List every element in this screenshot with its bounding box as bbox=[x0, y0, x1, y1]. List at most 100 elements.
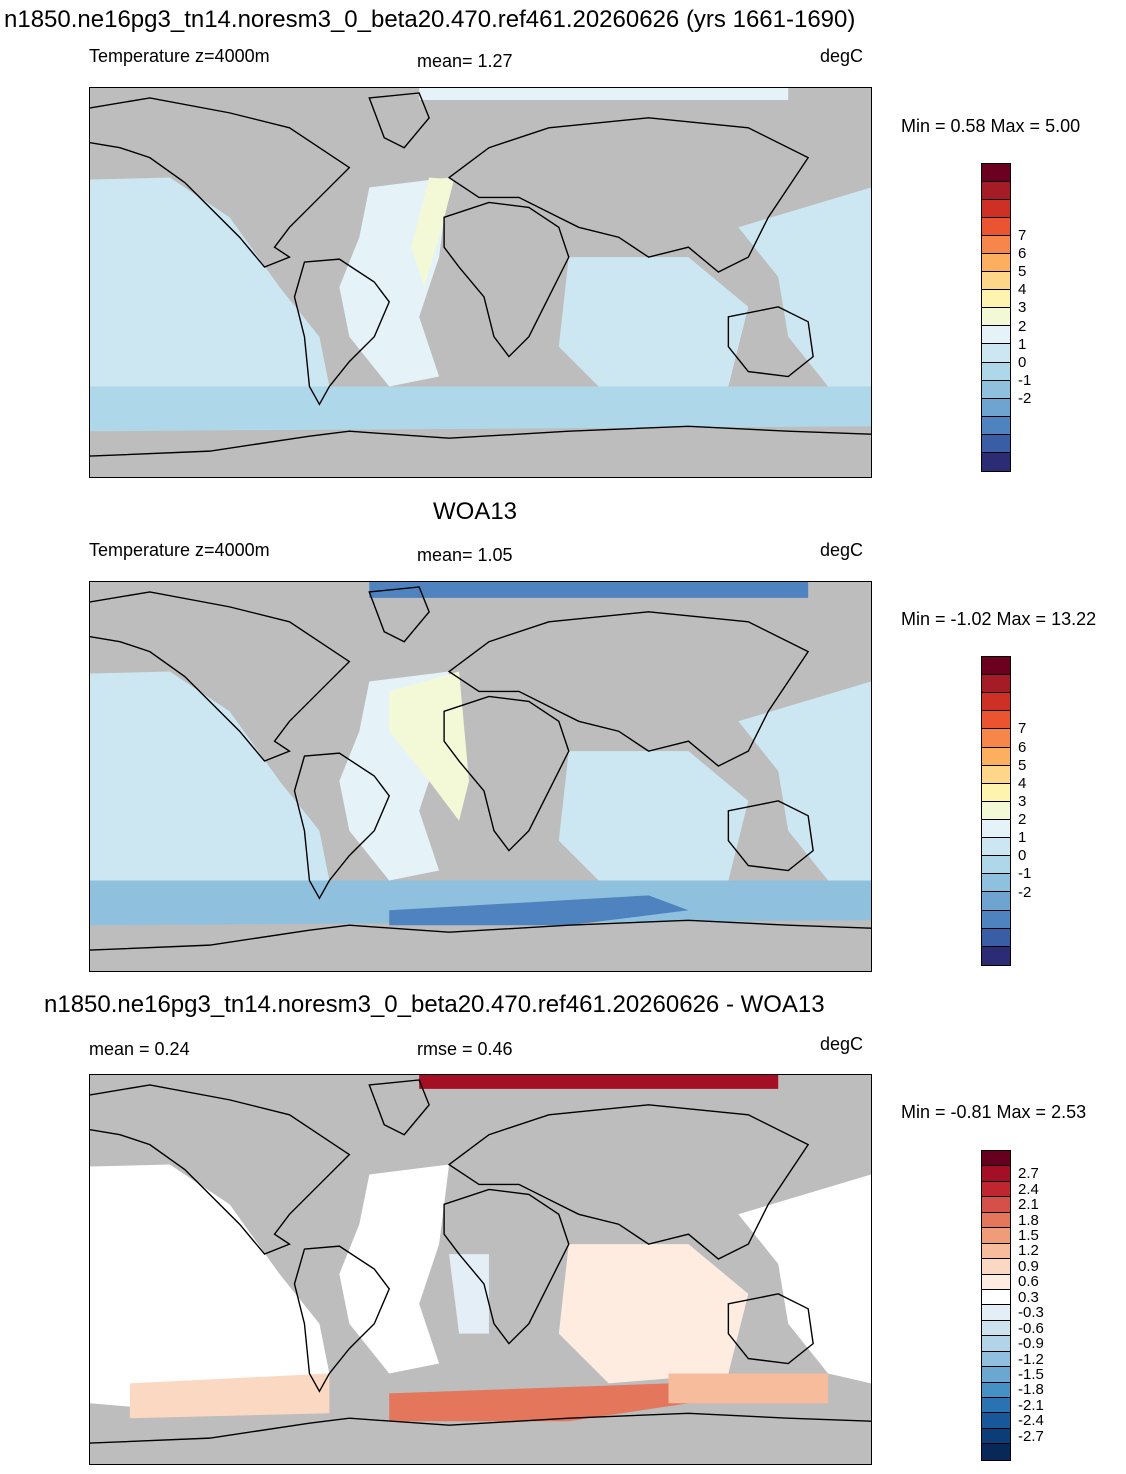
colorbar-swatch bbox=[982, 344, 1010, 363]
colorbar-swatch bbox=[982, 765, 1010, 784]
colorbar-tick-label: 0.6 bbox=[1018, 1273, 1039, 1291]
colorbar-swatch bbox=[982, 946, 1010, 965]
panel3-map bbox=[89, 1074, 872, 1465]
ocean-arctic bbox=[419, 88, 789, 100]
colorbar-swatch bbox=[982, 1181, 1010, 1198]
colorbar-swatch bbox=[982, 693, 1010, 712]
panel3-units-label: degC bbox=[820, 1034, 864, 1054]
colorbar-swatch bbox=[982, 928, 1010, 947]
colorbar-swatch bbox=[982, 1382, 1010, 1398]
colorbar-tick-label: -0.9 bbox=[1018, 1335, 1044, 1353]
ocean-atlantic-ridge bbox=[411, 177, 455, 287]
colorbar-tick-label: 5 bbox=[1018, 756, 1027, 774]
panel3-rmse-label: rmse = 0.46 bbox=[417, 1039, 513, 1059]
coast-south-america bbox=[293, 1245, 391, 1393]
colorbar-swatch bbox=[982, 1243, 1010, 1260]
panel2-minmax: Min = -1.02 Max = 13.22 bbox=[901, 609, 1097, 629]
colorbar-swatch bbox=[982, 326, 1010, 345]
colorbar-swatch bbox=[982, 1259, 1010, 1275]
colorbar-swatch bbox=[982, 290, 1010, 309]
panel3-colorbar bbox=[981, 1150, 1011, 1461]
colorbar-swatch bbox=[982, 1212, 1010, 1229]
colorbar-swatch bbox=[982, 308, 1010, 327]
panel2-variable-label: Temperature z=4000m bbox=[89, 540, 270, 560]
colorbar-tick-label: -2.7 bbox=[1018, 1427, 1044, 1445]
colorbar-tick-label: -0.3 bbox=[1018, 1304, 1044, 1322]
ocean-southern-warm bbox=[389, 1383, 689, 1422]
colorbar-swatch bbox=[982, 1320, 1010, 1337]
coast-eurasia bbox=[447, 1104, 810, 1260]
colorbar-swatch bbox=[982, 182, 1010, 201]
colorbar-swatch bbox=[982, 362, 1010, 381]
coast-australia bbox=[727, 800, 814, 872]
panel3-map-svg bbox=[90, 1075, 871, 1444]
colorbar-tick-label: 1 bbox=[1018, 335, 1027, 353]
ocean-pacific-east bbox=[738, 1174, 871, 1384]
ocean-southern-east bbox=[668, 1373, 829, 1404]
panel1-mean-label: mean= 1.27 bbox=[417, 51, 513, 71]
colorbar-tick-label: 1.8 bbox=[1018, 1211, 1039, 1229]
colorbar-swatch bbox=[982, 1367, 1010, 1383]
colorbar-swatch bbox=[982, 1197, 1010, 1213]
colorbar-swatch bbox=[982, 1336, 1010, 1352]
ocean-pacific bbox=[90, 177, 330, 427]
colorbar-tick-label: 4 bbox=[1018, 774, 1027, 792]
colorbar-swatch bbox=[982, 254, 1010, 273]
panel2-colorbar bbox=[981, 656, 1011, 966]
panel3-mean-label: mean = 0.24 bbox=[89, 1039, 190, 1059]
ocean-pacific-east bbox=[738, 681, 871, 891]
colorbar-tick-label: 0.9 bbox=[1018, 1257, 1039, 1275]
colorbar-tick-label: -2 bbox=[1018, 883, 1032, 901]
colorbar-tick-label: 6 bbox=[1018, 738, 1027, 756]
colorbar-swatch bbox=[982, 452, 1010, 471]
colorbar-swatch bbox=[982, 874, 1010, 893]
colorbar-tick-label: -1 bbox=[1018, 371, 1032, 389]
coast-antarctica bbox=[90, 1412, 871, 1444]
colorbar-swatch bbox=[982, 1274, 1010, 1290]
colorbar-tick-label: 2.1 bbox=[1018, 1196, 1039, 1214]
coast-south-america bbox=[293, 752, 391, 900]
colorbar-tick-label: -2.1 bbox=[1018, 1396, 1044, 1414]
colorbar-tick-label: 3 bbox=[1018, 792, 1027, 810]
coast-greenland bbox=[368, 1079, 430, 1136]
figure-title: n1850.ne16pg3_tn14.noresm3_0_beta20.470.… bbox=[4, 6, 856, 33]
colorbar-tick-label: -1.5 bbox=[1018, 1366, 1044, 1384]
colorbar-tick-label: 7 bbox=[1018, 227, 1027, 245]
panel2-map-svg bbox=[90, 582, 871, 951]
ocean-pacific-east bbox=[738, 187, 871, 397]
coast-africa bbox=[443, 201, 570, 358]
colorbar-swatch bbox=[982, 1166, 1010, 1182]
panel3-minmax: Min = -0.81 Max = 2.53 bbox=[901, 1102, 1087, 1122]
colorbar-swatch bbox=[982, 1413, 1010, 1429]
coast-north-america bbox=[90, 97, 351, 268]
panel1-units-label: degC bbox=[820, 46, 864, 66]
colorbar-swatch bbox=[982, 1398, 1010, 1414]
colorbar-tick-label: -1.8 bbox=[1018, 1381, 1044, 1399]
colorbar-swatch bbox=[982, 657, 1010, 676]
ocean-arctic bbox=[369, 582, 809, 598]
colorbar-swatch bbox=[982, 398, 1010, 417]
coast-antarctica bbox=[90, 425, 871, 457]
colorbar-tick-label: 1 bbox=[1018, 829, 1027, 847]
ocean-southern-cold bbox=[389, 895, 689, 926]
colorbar-swatch bbox=[982, 380, 1010, 399]
colorbar-swatch bbox=[982, 856, 1010, 875]
colorbar-swatch bbox=[982, 801, 1010, 820]
panel3-title: n1850.ne16pg3_tn14.noresm3_0_beta20.470.… bbox=[44, 991, 825, 1018]
colorbar-swatch bbox=[982, 1228, 1010, 1244]
colorbar-tick-label: 0 bbox=[1018, 847, 1027, 865]
colorbar-swatch bbox=[982, 838, 1010, 857]
colorbar-tick-label: 0 bbox=[1018, 353, 1027, 371]
ocean-indian bbox=[558, 751, 749, 891]
ocean-pacific bbox=[90, 1164, 330, 1414]
coast-north-america bbox=[90, 591, 351, 762]
colorbar-swatch bbox=[982, 200, 1010, 219]
colorbar-tick-label: -2.4 bbox=[1018, 1412, 1044, 1430]
ocean-pacific bbox=[90, 671, 330, 921]
colorbar-swatch bbox=[982, 910, 1010, 929]
colorbar-swatch bbox=[982, 892, 1010, 911]
colorbar-tick-label: -1.2 bbox=[1018, 1350, 1044, 1368]
colorbar-swatch bbox=[982, 1444, 1010, 1460]
colorbar-tick-label: 1.2 bbox=[1018, 1242, 1039, 1260]
coast-greenland bbox=[368, 586, 430, 643]
